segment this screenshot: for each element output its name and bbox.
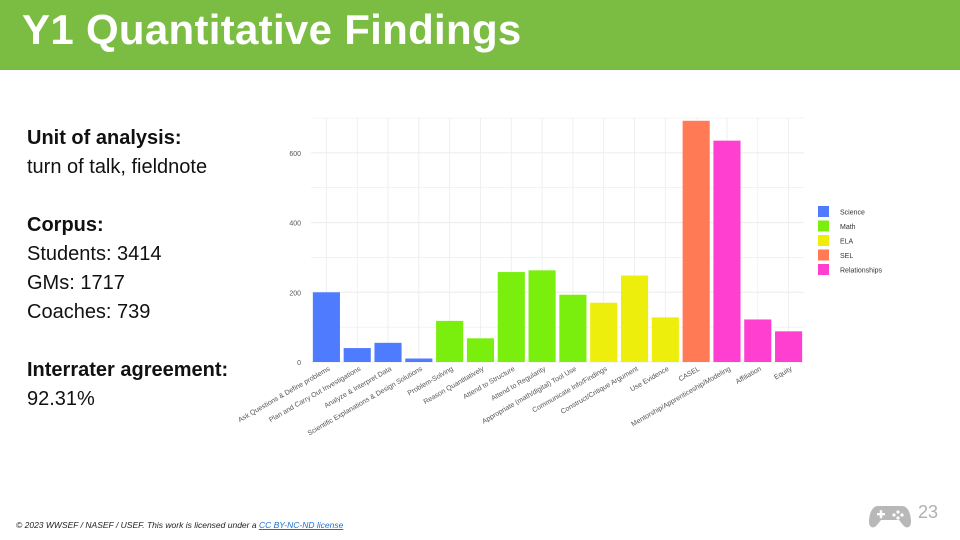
corpus-gms: GMs: 1717 — [27, 272, 125, 294]
bar — [497, 272, 525, 362]
bar — [343, 348, 371, 362]
unit-value: turn of talk, fieldnote — [27, 156, 208, 178]
y-tick-label: 200 — [289, 290, 301, 297]
bar — [405, 358, 433, 362]
bar — [436, 320, 464, 362]
spacer — [27, 182, 257, 211]
bar — [466, 338, 495, 362]
legend-swatch — [818, 235, 829, 246]
game-controller-icon — [869, 506, 911, 528]
y-tick-label: 0 — [297, 360, 301, 367]
bar — [374, 342, 402, 362]
legend-swatch — [818, 264, 829, 275]
x-tick-label: Affiliation — [735, 366, 763, 386]
bar — [682, 120, 710, 362]
bar — [528, 270, 556, 362]
bar — [651, 317, 679, 362]
footer: © 2023 WWSEF / NASEF / USEF. This work i… — [16, 520, 343, 530]
legend-swatch — [818, 206, 829, 217]
x-tick-label: Scientific Explanations & Design Solutio… — [307, 365, 424, 437]
title-bar: Y1 Quantitative Findings — [0, 0, 960, 70]
legend-swatch — [818, 249, 829, 261]
footer-text: © 2023 WWSEF / NASEF / USEF. This work i… — [16, 520, 259, 530]
y-tick-label: 600 — [289, 151, 301, 158]
bar — [559, 294, 587, 362]
legend-label: Science — [840, 210, 865, 217]
x-tick-label: Attend to Structure — [462, 366, 516, 401]
legend-swatch — [818, 220, 829, 232]
agreement-heading: Interrater agreement: — [27, 359, 229, 381]
bar — [713, 140, 741, 362]
unit-heading: Unit of analysis: — [27, 127, 182, 149]
corpus-students: Students: 3414 — [27, 243, 162, 265]
bar — [775, 331, 803, 362]
legend-label: SEL — [840, 253, 853, 260]
summary-panel: Unit of analysis: turn of talk, fieldnot… — [27, 124, 257, 414]
agreement-value: 92.31% — [27, 388, 95, 410]
corpus-coaches: Coaches: 739 — [27, 301, 151, 323]
x-tick-label: CASEL — [678, 366, 701, 384]
legend-label: Relationships — [840, 268, 883, 275]
bar — [620, 275, 649, 362]
y-tick-label: 400 — [289, 221, 301, 228]
page-number: 23 — [918, 502, 939, 522]
bar — [590, 302, 618, 362]
corpus-heading: Corpus: — [27, 214, 104, 236]
legend-label: Math — [840, 224, 856, 231]
slide-title: Y1 Quantitative Findings — [22, 6, 522, 53]
spacer — [27, 327, 257, 356]
x-tick-label: Equity — [773, 365, 794, 381]
bar — [312, 292, 340, 362]
legend-label: ELA — [840, 239, 854, 246]
bar — [744, 319, 772, 362]
license-link[interactable]: CC BY-NC-ND license — [258, 520, 344, 530]
